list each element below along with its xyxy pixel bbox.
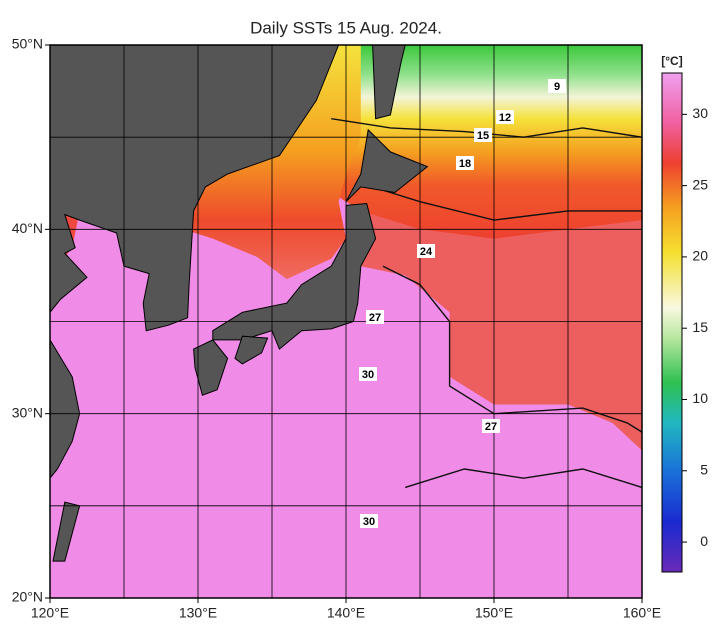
land — [345, 128, 429, 203]
map-title: Daily SSTs 15 Aug. 2024. — [250, 18, 442, 37]
colorbar-tick-label: 10 — [692, 390, 708, 406]
lon-tick-label: 140°E — [327, 605, 365, 621]
contour-label-box — [548, 79, 566, 93]
contour-label-box — [496, 110, 514, 124]
colorbar-tick-label: 20 — [692, 248, 708, 264]
land — [193, 339, 229, 396]
contour-label-box — [417, 244, 435, 258]
contour-line — [404, 468, 642, 489]
contour-label-box — [482, 419, 500, 433]
lat-tick-label: 50°N — [12, 36, 43, 52]
land — [234, 335, 269, 365]
colorbar-tick-label: 15 — [692, 319, 708, 335]
contour-label: 30 — [362, 369, 374, 381]
contour-line — [382, 265, 642, 433]
contour-label: 27 — [369, 312, 381, 324]
contour-label: 12 — [499, 112, 511, 124]
contour-label-box — [360, 514, 378, 528]
contour-label-box — [359, 367, 377, 381]
contour-label: 24 — [420, 246, 433, 258]
contour-label-box — [456, 156, 474, 170]
colorbar-unit: [°C] — [661, 54, 682, 68]
land — [50, 338, 81, 479]
contour-label-box — [366, 310, 384, 324]
lat-tick-label: 30°N — [12, 404, 43, 420]
contour-label: 15 — [477, 130, 489, 142]
lat-tick-label: 40°N — [12, 220, 43, 236]
colorbar-tick-label: 30 — [692, 105, 708, 121]
colorbar-tick-label: 5 — [700, 461, 708, 477]
contour-label-box — [474, 128, 492, 142]
lon-tick-label: 120°E — [31, 605, 69, 621]
lat-tick-label: 20°N — [12, 589, 43, 605]
land — [50, 45, 340, 332]
lon-tick-label: 150°E — [475, 605, 513, 621]
colorbar-tick-label: 25 — [692, 176, 708, 192]
contour-label: 30 — [363, 516, 375, 528]
contour-label: 9 — [554, 81, 560, 93]
lon-tick-label: 130°E — [179, 605, 217, 621]
colorbar-tick-label: 0 — [700, 533, 708, 549]
contour-label: 18 — [459, 158, 471, 170]
land — [372, 45, 406, 120]
colorbar — [661, 72, 683, 573]
contour-label: 27 — [485, 421, 497, 433]
lon-tick-label: 160°E — [623, 605, 661, 621]
